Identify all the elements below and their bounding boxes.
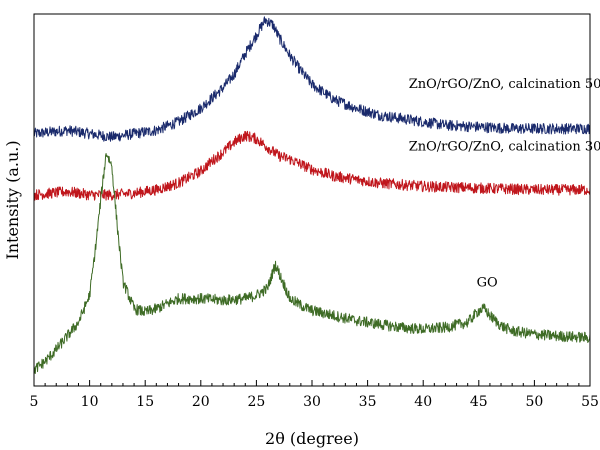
x-tick-label: 40: [414, 394, 432, 410]
annotation-layer: ZnO/rGO/ZnO, calcination 500°C ZnO/rGO/Zn…: [409, 77, 600, 291]
x-tick-label: 30: [303, 394, 321, 410]
x-tick-label: 55: [581, 394, 599, 410]
x-tick-label: 50: [525, 394, 543, 410]
series-layer: [33, 16, 591, 374]
series-annotation: ZnO/rGO/ZnO, calcination 500°C: [409, 77, 600, 92]
x-tick-label: 15: [136, 394, 154, 410]
series-annotation: ZnO/rGO/ZnO, calcination 300°C: [409, 140, 600, 155]
x-tick-label: 25: [247, 394, 265, 410]
x-tick-label: 10: [81, 394, 99, 410]
series-line-1: [33, 16, 591, 142]
x-tick-label: 35: [359, 394, 377, 410]
series-annotation: GO: [477, 276, 498, 291]
y-axis-title: Intensity (a.u.): [3, 140, 22, 259]
series-line-3: [33, 152, 591, 374]
x-axis-title: 2θ (degree): [265, 429, 359, 448]
series-line-2: [33, 130, 591, 201]
x-tick-label: 20: [192, 394, 210, 410]
x-tick-label: 45: [470, 394, 488, 410]
x-tick-label: 5: [30, 394, 39, 410]
x-tick-layer: 5 10 15 20 25 30 35 40 45 50 55: [30, 380, 599, 410]
